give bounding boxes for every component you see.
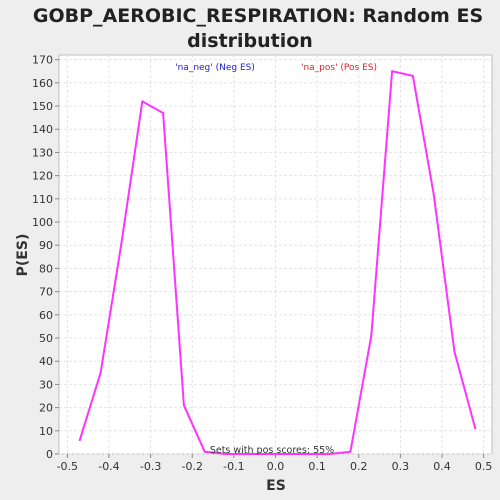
y-tick-label: 170 [32,54,53,67]
y-tick-label: 40 [39,355,53,368]
chart-title-line-1: GOBP_AEROBIC_RESPIRATION: Random ES [33,5,483,27]
y-tick-label: 100 [32,216,53,229]
y-tick-label: 10 [39,425,53,438]
legend-neg-es: 'na_neg' (Neg ES) [175,63,255,73]
es-data-point [162,111,165,114]
y-tick-label: 0 [46,448,53,461]
es-data-point [141,100,144,103]
es-data-point [266,453,269,455]
y-tick-label: 90 [39,239,53,252]
grid-lines [59,55,492,455]
axis-ticks: -0.5 -0.4 -0.3 -0.2 -0.1 0.0 0.1 0.2 0.3 0.4 0.5 0 1… [32,54,492,473]
chart-title-line-2: distribution [187,30,313,52]
es-distribution-line [78,70,477,455]
x-tick-label: 0.0 [267,460,285,473]
y-tick-label: 110 [32,193,53,206]
y-tick-label: 150 [32,100,53,113]
y-tick-label: 160 [32,77,53,90]
es-data-point [78,439,81,442]
es-data-point [286,453,289,455]
x-axis-label: ES [266,478,286,494]
pos-scores-annotation: Sets with pos scores: 55% [210,445,334,456]
x-tick-label: -0.1 [223,460,244,473]
x-tick-label: 0.1 [308,460,326,473]
x-tick-label: 0.4 [433,460,451,473]
y-axis-label: P(ES) [15,234,31,277]
x-tick-label: 0.3 [392,460,410,473]
es-data-point [307,453,310,455]
es-data-point [411,74,414,77]
y-tick-label: 120 [32,170,53,183]
es-data-point [245,453,248,455]
y-tick-label: 20 [39,402,53,415]
y-tick-label: 50 [39,332,53,345]
es-data-point [474,427,477,430]
x-tick-label: 0.2 [350,460,368,473]
y-tick-label: 30 [39,378,53,391]
x-tick-label: -0.4 [98,460,119,473]
y-tick-label: 130 [32,146,53,159]
x-tick-label: 0.5 [475,460,493,473]
es-data-point [224,453,227,455]
es-data-point [453,350,456,353]
y-tick-label: 140 [32,123,53,136]
es-data-point [349,450,352,453]
es-data-point [432,193,435,196]
y-tick-label: 70 [39,286,53,299]
es-data-point [182,404,185,407]
es-data-point [120,241,123,244]
es-data-point [328,453,331,455]
series-layer [78,70,477,455]
es-data-point [391,70,394,73]
plot-area [58,54,493,455]
x-tick-label: -0.2 [181,460,202,473]
es-data-point [99,371,102,374]
legend-pos-es: 'na_pos' (Pos ES) [301,63,377,73]
y-tick-label: 80 [39,262,53,275]
es-data-point [370,334,373,337]
x-tick-label: -0.5 [57,460,78,473]
y-tick-label: 60 [39,309,53,322]
es-data-point [203,450,206,453]
x-tick-label: -0.3 [140,460,161,473]
